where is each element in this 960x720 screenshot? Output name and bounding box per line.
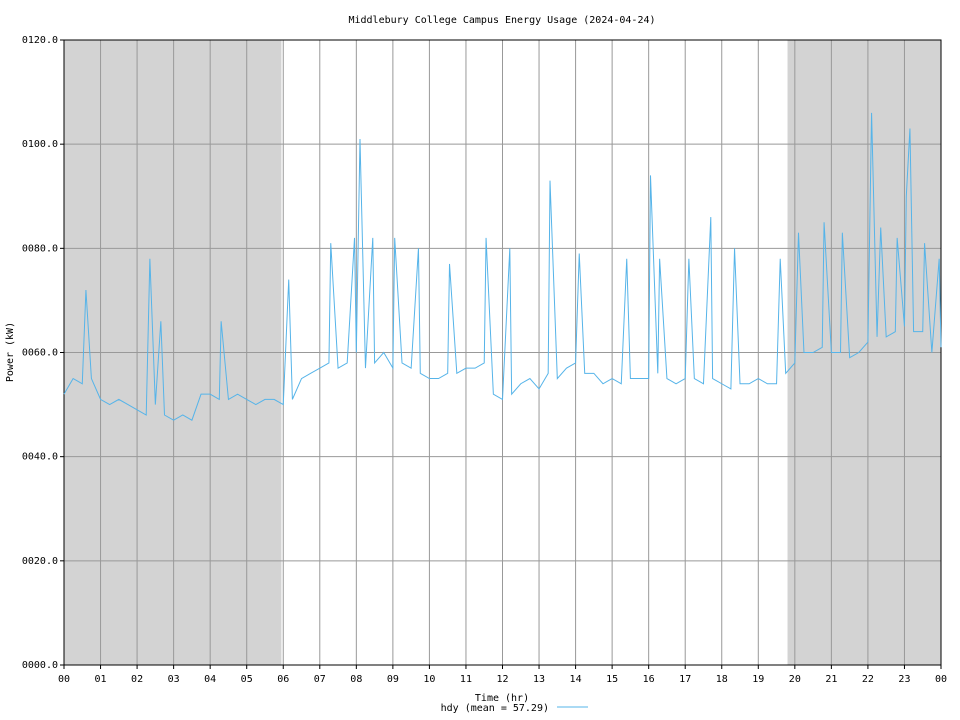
x-tick-label: 20 [789, 674, 801, 685]
plot-frame [63, 39, 942, 666]
x-tick-label: 16 [643, 674, 655, 685]
x-tick-label: 11 [460, 674, 472, 685]
x-tick-label: 08 [350, 674, 362, 685]
x-tick-label: 07 [314, 674, 326, 685]
x-tick-label: 10 [423, 674, 435, 685]
x-tick-label: 15 [606, 674, 618, 685]
x-tick-label: 00 [58, 674, 70, 685]
y-tick-label: 0080.0 [22, 243, 58, 254]
x-tick-label: 13 [533, 674, 545, 685]
legend-label: hdy (mean = 57.29) [441, 703, 549, 714]
series-line [63, 112, 942, 421]
y-tick-label: 0120.0 [22, 35, 58, 46]
x-tick-label: 05 [241, 674, 253, 685]
x-axis-label: Time (hr) [475, 693, 529, 704]
x-tick-label: 03 [168, 674, 180, 685]
x-tick-label: 14 [570, 674, 582, 685]
y-tick-label: 0100.0 [22, 139, 58, 150]
y-tick-label: 0040.0 [22, 452, 58, 463]
y-tick-label: 0060.0 [22, 348, 58, 359]
x-tick-label: 18 [716, 674, 728, 685]
y-tick-label: 0020.0 [22, 556, 58, 567]
x-tick-label: 19 [752, 674, 764, 685]
x-tick-label: 02 [131, 674, 143, 685]
x-tick-label: 06 [277, 674, 289, 685]
x-tick-label: 12 [496, 674, 508, 685]
x-tick-label: 22 [862, 674, 874, 685]
chart-title: Middlebury College Campus Energy Usage (… [348, 15, 655, 26]
x-tick-label: 04 [204, 674, 216, 685]
y-axis-label: Power (kW) [5, 322, 16, 382]
x-tick-label: 00 [935, 674, 947, 685]
x-tick-label: 09 [387, 674, 399, 685]
x-tick-label: 23 [898, 674, 910, 685]
y-tick-label: 0000.0 [22, 660, 58, 671]
x-tick-label: 17 [679, 674, 691, 685]
x-tick-label: 01 [95, 674, 107, 685]
x-tick-label: 21 [825, 674, 837, 685]
